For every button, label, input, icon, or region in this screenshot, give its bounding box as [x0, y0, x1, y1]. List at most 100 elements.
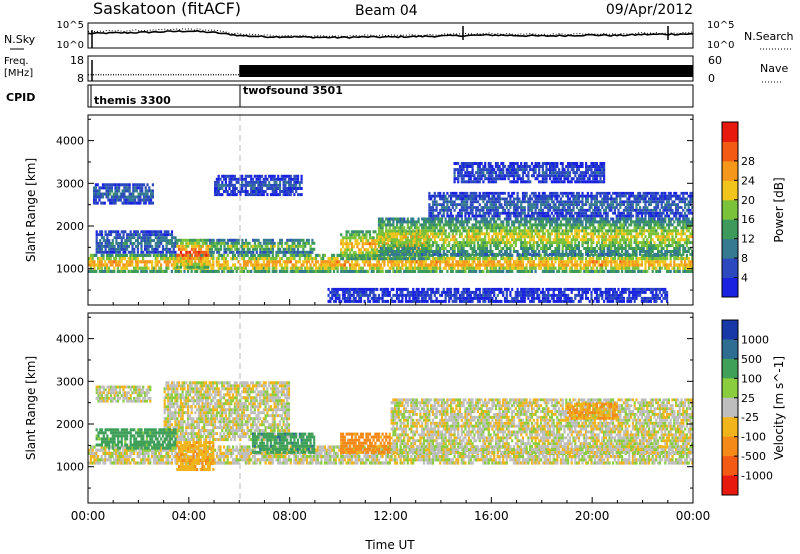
- power-cell: [453, 250, 456, 253]
- power-cell: [151, 269, 154, 273]
- power-cell: [682, 244, 685, 248]
- power-cell: [260, 253, 264, 257]
- power-cell: [529, 266, 532, 270]
- power-cell: [439, 269, 442, 273]
- power-cell: [295, 260, 298, 264]
- power-cell: [148, 186, 151, 190]
- power-cell: [154, 260, 157, 264]
- power-cell: [280, 238, 283, 242]
- power-cell: [469, 263, 472, 267]
- power-cell: [442, 260, 445, 264]
- power-cell: [221, 253, 224, 257]
- power-cell: [376, 266, 379, 270]
- cpid-program-2: twofsound 3501: [243, 84, 343, 97]
- power-cell: [334, 257, 337, 261]
- power-cell: [116, 269, 119, 273]
- power-cell: [516, 250, 519, 253]
- power-cell: [104, 263, 107, 267]
- power-cell: [244, 238, 248, 242]
- power-cell: [250, 257, 253, 261]
- power-cell: [108, 239, 111, 242]
- power-cell: [314, 257, 318, 261]
- power-cell: [167, 266, 170, 270]
- power-cell: [302, 269, 305, 273]
- power-cell: [221, 266, 224, 270]
- power-cell: [507, 220, 510, 224]
- power-cell: [666, 257, 669, 261]
- power-cell: [91, 253, 94, 257]
- power-cell: [347, 269, 350, 273]
- power-cell: [559, 220, 562, 224]
- power-cell: [280, 269, 283, 273]
- power-cell: [617, 235, 620, 239]
- power-cell: [140, 253, 143, 257]
- power-cell: [512, 263, 516, 267]
- power-cell: [518, 263, 521, 267]
- power-cell: [406, 244, 409, 248]
- power-cell: [512, 266, 516, 270]
- power-cell: [549, 238, 552, 242]
- power-cell: [185, 247, 188, 251]
- power-cell: [379, 269, 382, 273]
- power-cell: [126, 242, 129, 245]
- power-cell: [257, 257, 260, 261]
- power-cell: [431, 211, 435, 215]
- power-cell: [682, 252, 685, 256]
- power-cell: [485, 260, 489, 264]
- power-cell: [606, 217, 609, 221]
- power-cell: [147, 247, 150, 251]
- power-cell: [455, 238, 458, 242]
- power-cell: [453, 208, 456, 212]
- power-cell: [460, 217, 463, 221]
- power-cell: [594, 269, 597, 273]
- power-cell: [449, 257, 453, 261]
- power-cell: [664, 226, 667, 230]
- power-cell: [451, 232, 454, 236]
- power-cell: [255, 247, 258, 251]
- power-cell: [228, 266, 231, 270]
- power-cell: [332, 257, 336, 261]
- power-cell: [525, 244, 528, 248]
- power-cell: [358, 263, 361, 267]
- power-cell: [323, 260, 327, 264]
- power-cell: [359, 266, 363, 270]
- power-cell: [581, 223, 584, 227]
- power-cell: [118, 263, 121, 267]
- power-cell: [530, 266, 534, 270]
- power-cell: [617, 263, 620, 267]
- power-cell: [170, 257, 173, 261]
- power-cell: [570, 244, 573, 248]
- power-cell: [367, 263, 370, 267]
- power-cell: [370, 269, 373, 273]
- power-cell: [460, 257, 463, 261]
- power-cell: [435, 260, 438, 264]
- power-cell: [262, 260, 265, 264]
- power-cell: [271, 238, 274, 242]
- power-cell: [122, 257, 125, 261]
- power-cell: [278, 260, 282, 264]
- power-cell: [592, 266, 595, 270]
- power-cell: [476, 260, 480, 264]
- power-cell: [172, 260, 175, 264]
- power-cell: [516, 217, 519, 221]
- power-cell: [273, 269, 276, 273]
- power-cell: [300, 266, 303, 270]
- power-cell: [493, 269, 496, 273]
- power-cell: [374, 245, 377, 249]
- power-cell: [359, 248, 363, 252]
- power-cell: [340, 248, 343, 252]
- noise-search-line: [87, 28, 694, 38]
- power-cell: [149, 242, 152, 245]
- power-cell: [88, 263, 91, 267]
- power-cell: [116, 263, 119, 267]
- power-cell: [549, 266, 552, 270]
- power-cell: [266, 253, 269, 257]
- power-cell: [383, 260, 386, 264]
- power-cell: [592, 257, 595, 261]
- power-cell: [586, 260, 589, 264]
- power-cell: [630, 241, 633, 245]
- power-cell: [107, 253, 110, 257]
- power-cell: [199, 262, 203, 266]
- power-cell: [424, 266, 427, 270]
- power-cell: [349, 263, 352, 267]
